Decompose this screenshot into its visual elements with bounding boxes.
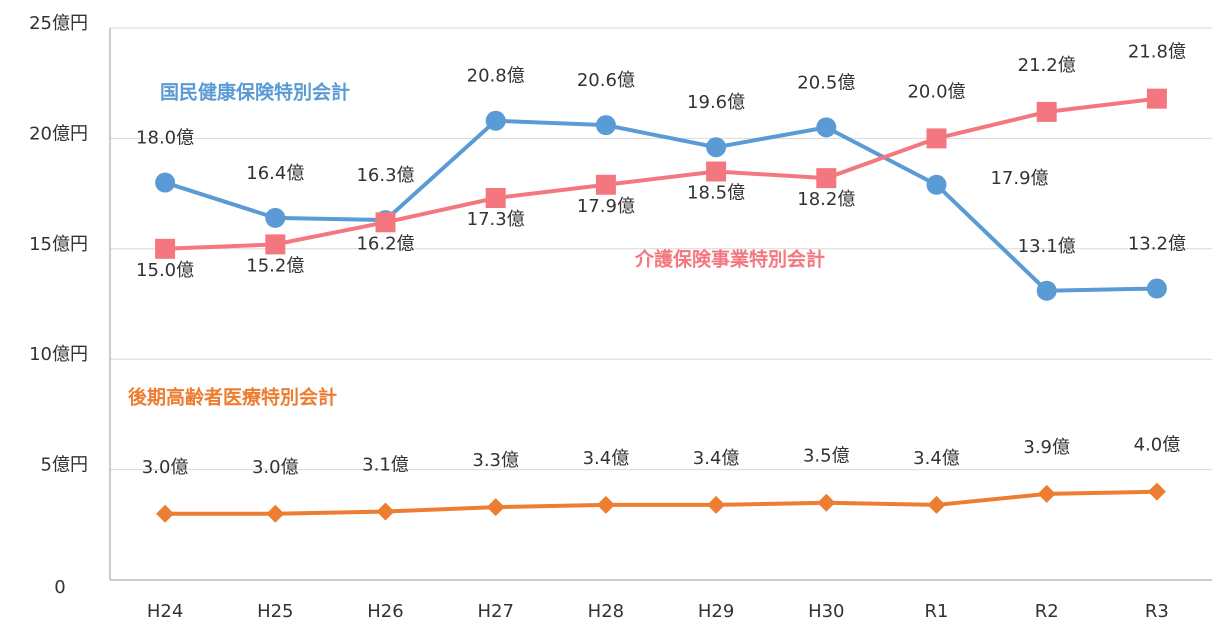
value-label: 20.0億	[907, 81, 965, 102]
value-label: 15.2億	[246, 255, 304, 276]
y-tick-label: 10億円	[29, 344, 88, 365]
marker	[376, 502, 395, 521]
value-label: 3.0億	[252, 457, 299, 478]
marker	[155, 238, 176, 259]
value-label: 3.3億	[472, 450, 519, 471]
value-label: 16.3億	[356, 165, 414, 186]
marker	[1146, 278, 1167, 299]
value-label: 16.2億	[356, 233, 414, 254]
marker	[816, 168, 837, 189]
x-tick-label: R1	[925, 601, 949, 622]
series-line	[165, 96, 1158, 251]
x-tick-label: H26	[367, 601, 403, 622]
series-line	[165, 489, 1157, 516]
marker	[1147, 482, 1166, 501]
marker	[486, 498, 505, 517]
marker	[817, 493, 836, 512]
marker	[595, 115, 616, 136]
marker	[816, 117, 837, 138]
value-label: 13.1億	[1018, 236, 1076, 257]
marker	[485, 110, 506, 131]
value-label: 17.9億	[577, 196, 635, 217]
x-tick-label: H28	[588, 601, 624, 622]
marker	[266, 504, 285, 523]
marker	[1037, 484, 1056, 503]
marker	[596, 495, 615, 514]
series-name: 介護保険事業特別会計	[634, 248, 825, 271]
marker	[707, 495, 726, 514]
value-label: 21.2億	[1018, 55, 1076, 76]
marker	[375, 212, 396, 233]
series-name: 後期高齢者医療特別会計	[128, 386, 337, 409]
value-label: 15.0億	[136, 260, 194, 281]
marker	[1036, 280, 1057, 301]
marker	[595, 174, 616, 195]
marker	[926, 128, 947, 149]
marker	[1146, 88, 1167, 109]
value-label: 19.6億	[687, 92, 745, 113]
marker	[706, 137, 727, 158]
value-label: 21.8億	[1128, 42, 1186, 63]
marker	[706, 161, 727, 182]
series-name: 国民健康保険特別会計	[160, 81, 350, 104]
x-tick-label: R3	[1145, 601, 1169, 622]
x-tick-label: H29	[698, 601, 734, 622]
value-label: 4.0億	[1134, 435, 1181, 456]
value-label: 16.4億	[246, 163, 304, 184]
series-line	[164, 118, 1157, 293]
value-label: 18.5億	[687, 183, 745, 204]
value-label: 13.2億	[1128, 234, 1186, 255]
value-label: 3.4億	[693, 448, 740, 469]
marker	[265, 207, 286, 228]
x-tick-label: H25	[257, 601, 293, 622]
x-tick-label: H27	[477, 601, 513, 622]
y-tick-label: 5億円	[41, 455, 88, 476]
value-label: 18.0億	[136, 128, 194, 149]
marker	[927, 495, 946, 514]
marker	[156, 504, 175, 523]
value-label: 3.4億	[913, 448, 960, 469]
value-label: 17.9億	[990, 168, 1048, 189]
marker	[1036, 101, 1057, 122]
marker	[926, 174, 947, 195]
value-label: 3.0億	[142, 457, 189, 478]
value-label: 20.6億	[577, 70, 635, 91]
value-label: 18.2億	[797, 189, 855, 210]
x-tick-label: H24	[147, 601, 183, 622]
value-label: 17.3億	[467, 209, 525, 230]
marker	[485, 188, 506, 209]
marker	[155, 172, 176, 193]
value-label: 20.5億	[797, 72, 855, 93]
value-label: 3.4億	[583, 448, 630, 469]
x-tick-label: H30	[808, 601, 844, 622]
value-label: 20.8億	[467, 66, 525, 87]
value-label: 3.5億	[803, 446, 850, 467]
y-tick-label: 15億円	[29, 234, 88, 255]
x-tick-label: R2	[1035, 601, 1059, 622]
value-label: 3.9億	[1023, 437, 1070, 458]
y-tick-label: 25億円	[29, 13, 88, 34]
y-tick-label: 0	[54, 577, 65, 598]
marker	[265, 234, 286, 255]
y-tick-label: 20億円	[29, 123, 88, 144]
value-label: 3.1億	[362, 455, 409, 476]
